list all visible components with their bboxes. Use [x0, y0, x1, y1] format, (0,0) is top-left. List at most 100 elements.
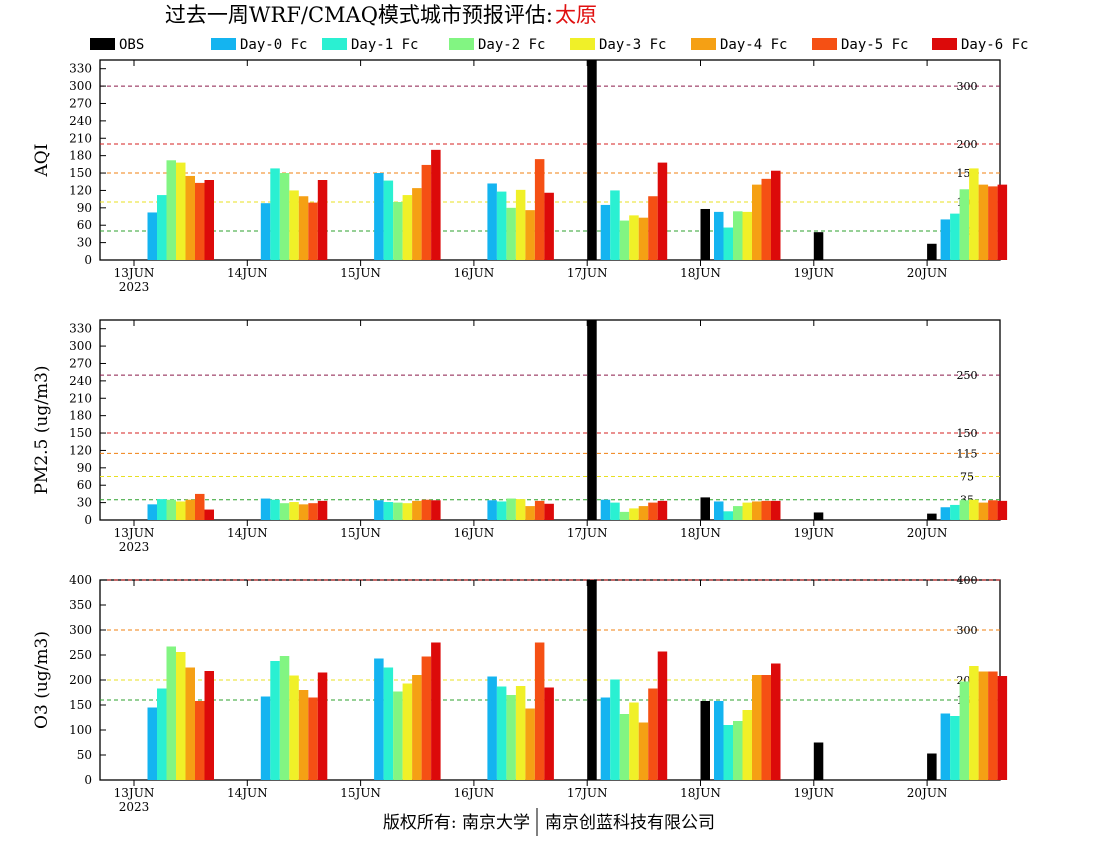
pm25-bar-day-1-fc-16jun	[496, 501, 507, 520]
o3-bar-day-0-fc-14jun	[260, 696, 271, 780]
o3-bar-day-3-fc-13jun	[176, 652, 186, 780]
pm25-threshold-label-150: 150	[957, 427, 978, 440]
o3-ytick-label: 0	[84, 773, 92, 787]
title-prefix: 过去一周WRF/CMAQ模式城市预报评估:	[165, 3, 553, 27]
o3-bar-day-5-fc-16jun	[534, 642, 545, 780]
pm25-bar-day-0-fc-16jun	[487, 500, 497, 520]
pm25-bar-day-2-fc-14jun	[279, 503, 290, 520]
o3-bar-day-6-fc-18jun	[771, 663, 781, 780]
pm25-ytick-label: 60	[77, 478, 92, 492]
o3-xtick-label-13jun: 13JUN	[114, 786, 155, 800]
pm25-ytick-label: 210	[69, 391, 92, 405]
pm25-ytick-label: 330	[69, 322, 92, 336]
o3-bar-obs-19jun	[813, 742, 824, 780]
pm25-ytick-label: 150	[69, 426, 92, 440]
legend-swatch-day-5-fc	[812, 38, 837, 50]
aqi-xtick-label-14jun: 14JUN	[227, 266, 268, 280]
o3-xtick-label-18jun: 18JUN	[680, 786, 721, 800]
aqi-bar-day-3-fc-14jun	[289, 190, 299, 260]
pm25-bar-day-2-fc-16jun	[506, 498, 516, 520]
o3-ytick-label: 200	[69, 673, 92, 687]
o3-panel: 160200300400050100150200250300350400O3 (…	[32, 573, 1008, 814]
pm25-bar-day-6-fc-17jun	[657, 500, 668, 520]
pm25-bar-day-3-fc-17jun	[629, 508, 639, 520]
aqi-xtick-year-label: 2023	[119, 280, 150, 294]
o3-bar-day-4-fc-20jun	[978, 671, 989, 780]
pm25-bar-day-2-fc-13jun	[166, 499, 176, 520]
aqi-bar-day-4-fc-13jun	[185, 175, 195, 260]
aqi-bar-day-0-fc-20jun	[940, 219, 951, 260]
pm25-ytick-label: 0	[84, 513, 92, 527]
aqi-threshold-label-200: 200	[957, 138, 978, 151]
pm25-bar-day-5-fc-17jun	[648, 502, 658, 520]
title-city: 太原	[555, 3, 597, 27]
pm25-bar-day-6-fc-14jun	[317, 500, 328, 520]
aqi-bar-day-1-fc-15jun	[383, 180, 394, 260]
aqi-bar-day-1-fc-16jun	[496, 191, 507, 260]
aqi-bar-day-5-fc-16jun	[534, 159, 545, 260]
aqi-ytick-label: 330	[69, 62, 92, 76]
aqi-bar-day-4-fc-20jun	[978, 184, 989, 260]
o3-bar-day-0-fc-17jun	[600, 697, 611, 780]
o3-bar-day-1-fc-17jun	[610, 679, 620, 780]
pm25-ytick-label: 300	[69, 339, 92, 353]
pm25-xtick-label-19jun: 19JUN	[793, 526, 834, 540]
aqi-bar-day-4-fc-17jun	[638, 217, 649, 260]
pm25-bar-day-2-fc-17jun	[619, 511, 630, 520]
aqi-bar-day-1-fc-14jun	[270, 168, 280, 260]
pm25-bar-day-5-fc-13jun	[195, 493, 205, 520]
pm25-bar-day-4-fc-15jun	[412, 500, 422, 520]
pm25-bar-day-0-fc-17jun	[600, 499, 611, 520]
pm25-bar-day-3-fc-18jun	[742, 502, 752, 520]
o3-ytick-label: 50	[77, 748, 92, 762]
o3-bar-day-2-fc-17jun	[619, 714, 630, 780]
legend-label-day-3-fc: Day-3 Fc	[599, 37, 666, 53]
pm25-xtick-label-13jun: 13JUN	[114, 526, 155, 540]
pm25-bar-day-3-fc-15jun	[402, 503, 413, 520]
o3-ytick-label: 350	[69, 598, 92, 612]
pm25-bar-day-4-fc-14jun	[298, 504, 309, 520]
aqi-bar-day-2-fc-17jun	[619, 220, 630, 260]
aqi-bar-day-1-fc-17jun	[610, 190, 620, 260]
o3-threshold-label-300: 300	[957, 624, 978, 637]
aqi-bar-day-2-fc-16jun	[506, 207, 516, 260]
pm25-bar-day-2-fc-20jun	[959, 500, 970, 520]
pm25-xtick-label-14jun: 14JUN	[227, 526, 268, 540]
aqi-ytick-label: 0	[84, 253, 92, 267]
pm25-bar-day-4-fc-17jun	[638, 506, 649, 520]
pm25-panel: 3575115150250030609012015018021024027030…	[32, 319, 1008, 554]
aqi-bar-day-5-fc-18jun	[761, 178, 771, 260]
aqi-bar-day-6-fc-15jun	[431, 149, 441, 260]
o3-ytick-label: 100	[69, 723, 92, 737]
pm25-bar-day-1-fc-20jun	[950, 504, 960, 520]
pm25-xtick-label-20jun: 20JUN	[907, 526, 948, 540]
aqi-bar-day-5-fc-20jun	[988, 186, 998, 260]
o3-bar-day-1-fc-20jun	[950, 716, 960, 780]
legend-label-day-4-fc: Day-4 Fc	[720, 37, 787, 53]
aqi-threshold-label-300: 300	[957, 80, 978, 93]
pm25-xtick-label-15jun: 15JUN	[340, 526, 381, 540]
o3-xtick-label-15jun: 15JUN	[340, 786, 381, 800]
aqi-bar-day-5-fc-15jun	[421, 164, 432, 260]
legend-swatch-day-4-fc	[691, 38, 716, 50]
aqi-bar-day-3-fc-15jun	[402, 195, 413, 260]
pm25-bar-day-1-fc-13jun	[157, 499, 167, 520]
o3-xtick-year-label: 2023	[119, 800, 150, 814]
legend-label-day-5-fc: Day-5 Fc	[841, 37, 908, 53]
aqi-bar-day-6-fc-20jun	[997, 184, 1008, 260]
aqi-bar-day-0-fc-13jun	[147, 212, 157, 260]
aqi-bar-day-4-fc-16jun	[525, 210, 535, 260]
o3-bar-day-4-fc-13jun	[185, 667, 195, 780]
aqi-xtick-label-20jun: 20JUN	[907, 266, 948, 280]
o3-bar-day-1-fc-14jun	[270, 661, 280, 780]
legend-swatch-day-0-fc	[211, 38, 236, 50]
aqi-bar-day-4-fc-18jun	[752, 184, 762, 260]
pm25-bar-day-0-fc-15jun	[374, 500, 384, 520]
legend-swatch-day-3-fc	[570, 38, 595, 50]
o3-bar-day-6-fc-15jun	[431, 642, 441, 780]
aqi-bar-day-0-fc-17jun	[600, 204, 611, 260]
o3-bar-day-3-fc-17jun	[629, 702, 639, 780]
footer-copyright: 版权所有: 南京大学	[383, 813, 530, 833]
chart-title: 过去一周WRF/CMAQ模式城市预报评估: 太原	[165, 3, 597, 27]
